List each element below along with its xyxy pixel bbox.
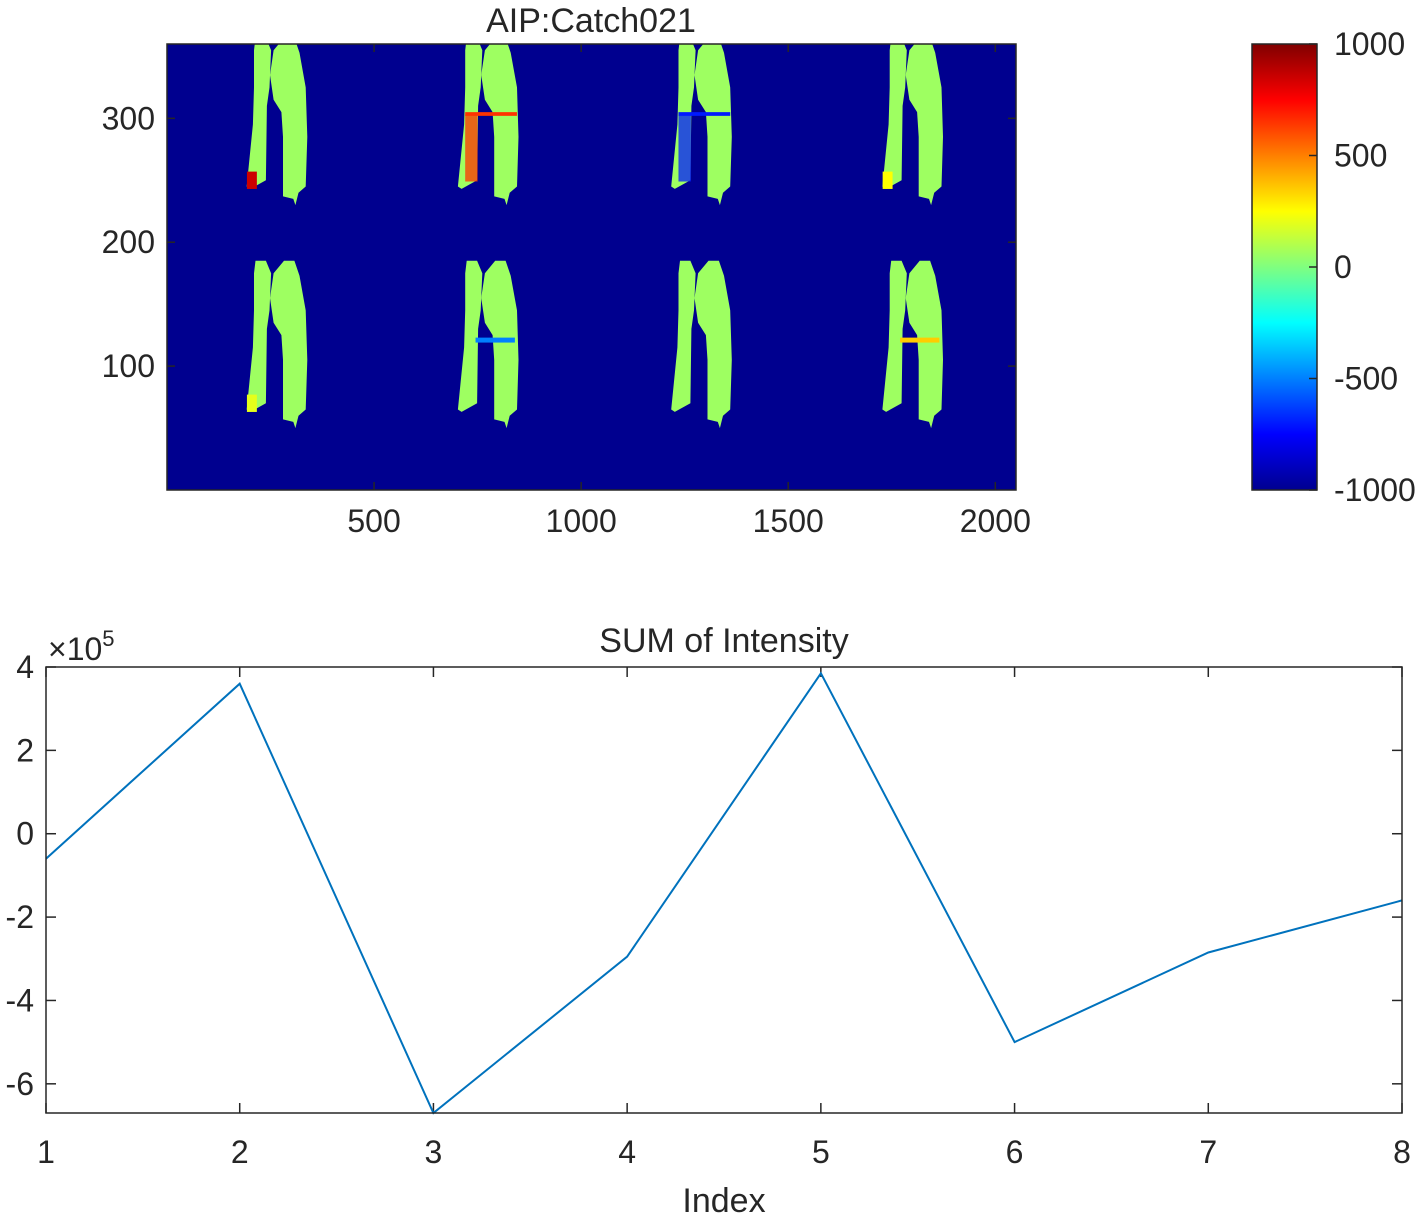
- lung-band: [900, 337, 940, 343]
- line-chart-ticks: 1 2 3 4 5 6 7 8 4 2 0 -2 -4 -6: [6, 649, 1411, 1170]
- colorbar-tick-label: 1000: [1334, 26, 1405, 62]
- lung-right-lobe: [905, 260, 943, 429]
- line-x-tick-label: 4: [618, 1134, 636, 1170]
- heatmap-y-tick-label: 200: [102, 224, 155, 260]
- colorbar-tick-label: -500: [1334, 361, 1398, 397]
- line-y-tick-label: -2: [6, 899, 34, 935]
- lung-band: [678, 112, 731, 116]
- lung-band: [465, 112, 517, 116]
- lung-highlight: [465, 114, 478, 182]
- line-y-tick-label: -6: [6, 1066, 34, 1102]
- lung-band: [475, 337, 515, 343]
- heatmap-x-tick-label: 1000: [546, 503, 617, 539]
- colorbar: 1000 500 0 -500 -1000: [1251, 26, 1416, 508]
- line-x-tick-label: 2: [231, 1134, 249, 1170]
- series-line-sum-of-intensity: [45, 671, 1403, 1115]
- line-x-tick-label: 1: [37, 1134, 55, 1170]
- line-y-tick-label: 4: [16, 649, 34, 685]
- heatmap-x-tick-label: 2000: [960, 503, 1031, 539]
- line-chart-title: SUM of Intensity: [599, 622, 848, 660]
- colorbar-tick-label: -1000: [1334, 472, 1416, 508]
- lung-right-lobe: [905, 44, 943, 206]
- lung-highlight: [678, 114, 691, 182]
- lung-highlight: [246, 394, 257, 412]
- line-chart-axes-box: [45, 666, 1403, 1114]
- x-axis-label: Index: [682, 1182, 765, 1220]
- line-y-tick-label: 0: [16, 816, 34, 852]
- line-chart: SUM of Intensity ×105 1 2 3 4 5 6 7 8420-2-4-6 …: [6, 622, 1411, 1220]
- colorbar-tick-label: 0: [1334, 249, 1352, 285]
- lung-panel-3: [671, 44, 732, 206]
- lung-panel-5: [246, 260, 308, 429]
- lung-right-lobe: [270, 260, 308, 429]
- lung-panel-1: [246, 44, 308, 206]
- lung-panel-2: [457, 44, 519, 206]
- heatmap-axes-box: [166, 43, 1017, 491]
- lung-panel-8: [882, 260, 943, 429]
- lung-left-lobe: [246, 260, 272, 412]
- lung-right-lobe: [694, 44, 732, 206]
- heatmap-x-tick-label: 1500: [753, 503, 824, 539]
- colorbar-ticks: 1000 500 0 -500 -1000: [1309, 26, 1416, 508]
- lung-right-lobe: [270, 44, 308, 206]
- lung-left-lobe: [246, 44, 272, 189]
- heatmap-y-tick-label: 100: [102, 348, 155, 384]
- lung-panel-4: [882, 44, 943, 206]
- heatmap-y-tick-label: 300: [102, 100, 155, 136]
- y-exponent-power: 5: [102, 626, 114, 651]
- y-exponent-base: ×10: [48, 631, 102, 667]
- heatmap-x-tick-label: 500: [347, 503, 400, 539]
- line-x-tick-label: 7: [1199, 1134, 1217, 1170]
- colorbar-gradient: [1252, 44, 1317, 490]
- heatmap-background: [167, 44, 1016, 490]
- lung-highlight: [882, 171, 893, 189]
- lung-highlight: [246, 171, 257, 189]
- line-y-tick-label: -4: [6, 982, 34, 1018]
- lung-panel-6: [457, 260, 519, 429]
- lung-left-lobe: [671, 260, 696, 412]
- colorbar-tick-label: 500: [1334, 138, 1387, 174]
- line-x-tick-label: 3: [425, 1134, 443, 1170]
- heatmap-title: AIP:Catch021: [486, 2, 696, 40]
- lung-right-lobe: [481, 260, 519, 429]
- lung-left-lobe: [882, 44, 907, 189]
- lung-left-lobe: [457, 260, 483, 412]
- heatmap-chart: AIP:Catch021 500 1000 1500 2000 100 200 300: [102, 2, 1031, 539]
- lung-left-lobe: [882, 260, 907, 412]
- heatmap-ticks: 500 1000 1500 2000 100 200 300: [102, 44, 1031, 539]
- lung-panel-7: [671, 260, 732, 429]
- lung-right-lobe: [694, 260, 732, 429]
- heatmap-panels: [246, 44, 943, 429]
- line-x-tick-label: 6: [1006, 1134, 1024, 1170]
- y-exponent-label: ×105: [48, 626, 115, 667]
- line-x-tick-label: 8: [1393, 1134, 1411, 1170]
- lung-right-lobe: [481, 44, 519, 206]
- line-y-tick-label: 2: [16, 732, 34, 768]
- line-x-tick-label: 5: [812, 1134, 830, 1170]
